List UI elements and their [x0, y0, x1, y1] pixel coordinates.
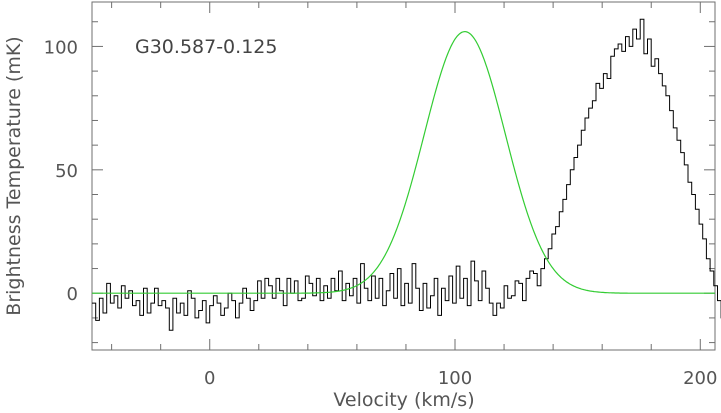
- spectrum-histogram: [92, 18, 721, 331]
- x-tick-label: 0: [204, 368, 215, 389]
- y-tick-label: 100: [44, 37, 78, 58]
- plot-frame: [91, 1, 716, 351]
- y-tick-label: 50: [55, 161, 78, 182]
- y-tick-label: 0: [67, 284, 78, 305]
- source-label: G30.587-0.125: [135, 36, 277, 58]
- x-tick-label: 100: [438, 368, 472, 389]
- y-axis-title: Brightness Temperature (mK): [3, 36, 25, 315]
- x-axis-title: Velocity (km/s): [333, 389, 474, 411]
- axis-ticks: [92, 2, 715, 350]
- tick-labels: 0 100 200 0 50 100: [44, 37, 718, 389]
- x-tick-label: 200: [683, 368, 717, 389]
- gaussian-fit-line: [92, 30, 715, 294]
- data-series: [92, 18, 721, 331]
